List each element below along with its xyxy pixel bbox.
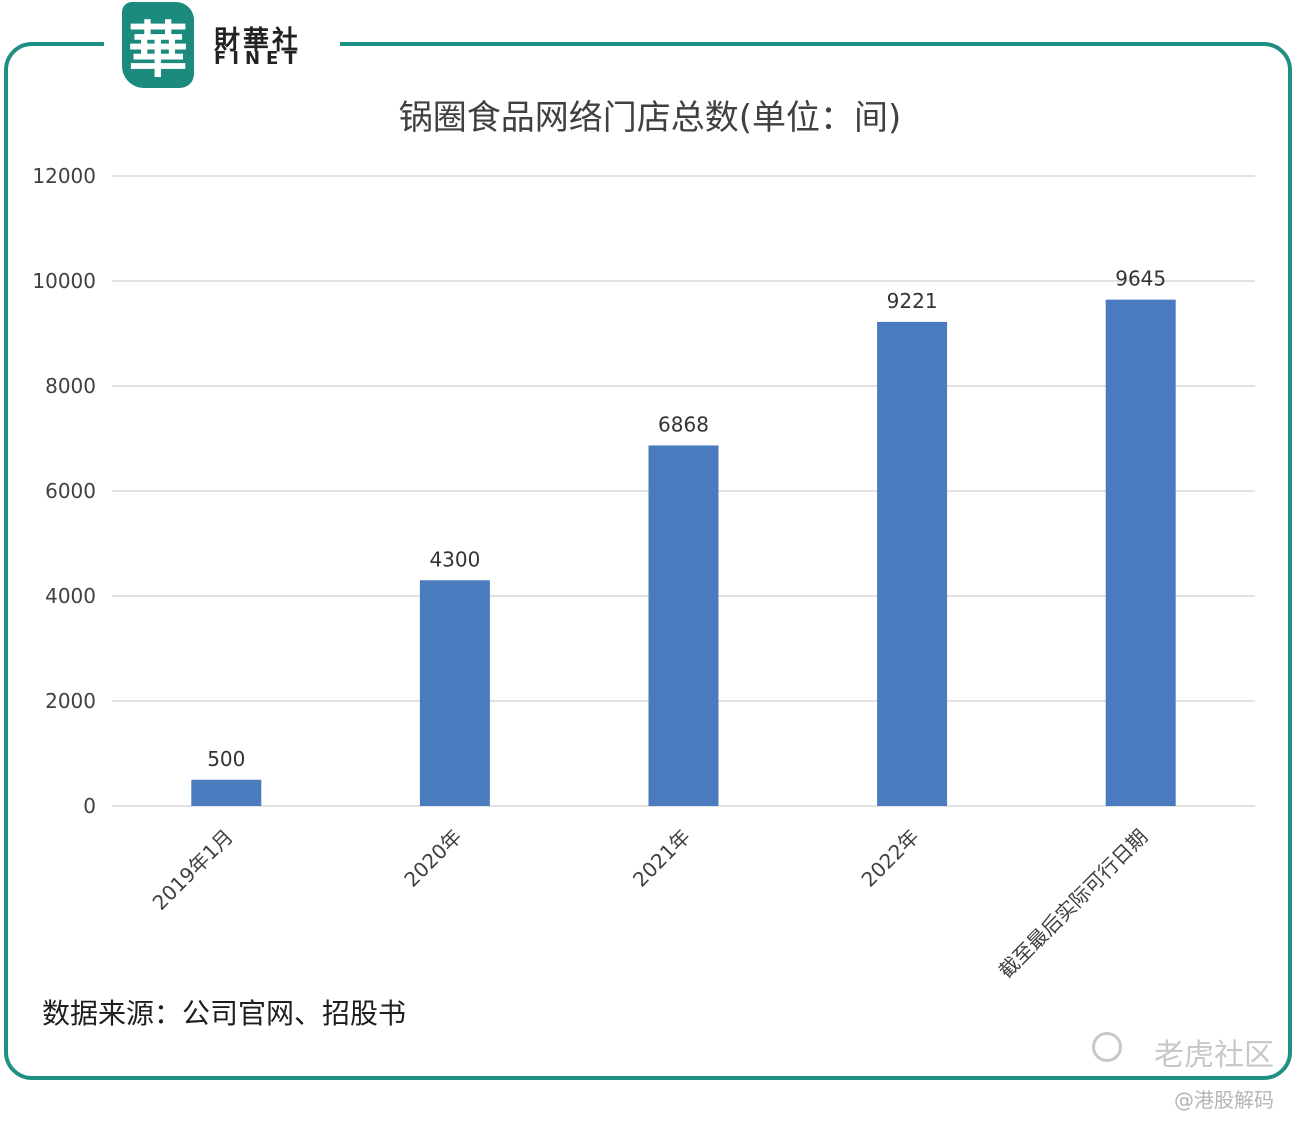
watermark-brand: 老虎社区 bbox=[1154, 1038, 1274, 1073]
y-tick-label: 6000 bbox=[45, 479, 96, 503]
data-source-note: 数据来源：公司官网、招股书 bbox=[42, 997, 407, 1030]
data-label: 9645 bbox=[1115, 267, 1166, 291]
bar bbox=[419, 580, 490, 806]
tiger-community-icon bbox=[1092, 1032, 1122, 1062]
data-label: 4300 bbox=[429, 547, 480, 571]
bar bbox=[877, 321, 948, 806]
y-tick-label: 0 bbox=[83, 794, 96, 818]
chart-frame bbox=[4, 42, 1292, 1080]
y-tick-label: 4000 bbox=[45, 584, 96, 608]
seal-char: 華 bbox=[128, 15, 188, 86]
x-tick-label: 2020年 bbox=[399, 825, 466, 892]
bar bbox=[648, 445, 719, 806]
data-label: 6868 bbox=[658, 412, 709, 436]
finet-seal-logo: 華 bbox=[122, 2, 194, 88]
y-tick-label: 10000 bbox=[32, 269, 96, 293]
brand-name-en: FINET bbox=[214, 48, 303, 69]
x-tick-label: 2022年 bbox=[857, 825, 924, 892]
watermark-handle: @港股解码 bbox=[1174, 1088, 1274, 1112]
x-tick-label: 2019年1月 bbox=[148, 825, 238, 915]
y-tick-label: 8000 bbox=[45, 374, 96, 398]
y-tick-label: 12000 bbox=[32, 164, 96, 188]
x-tick-label: 2021年 bbox=[628, 825, 695, 892]
data-label: 9221 bbox=[887, 289, 938, 313]
bar bbox=[191, 779, 262, 806]
brand-name-cn: 財華社 bbox=[214, 26, 302, 56]
bar bbox=[1105, 299, 1176, 806]
y-tick-label: 2000 bbox=[45, 689, 96, 713]
data-label: 500 bbox=[207, 747, 245, 771]
chart-title: 锅圈食品网络门店总数(单位：间) bbox=[398, 98, 902, 138]
x-tick-label: 截至最后实际可行日期 bbox=[994, 825, 1152, 983]
